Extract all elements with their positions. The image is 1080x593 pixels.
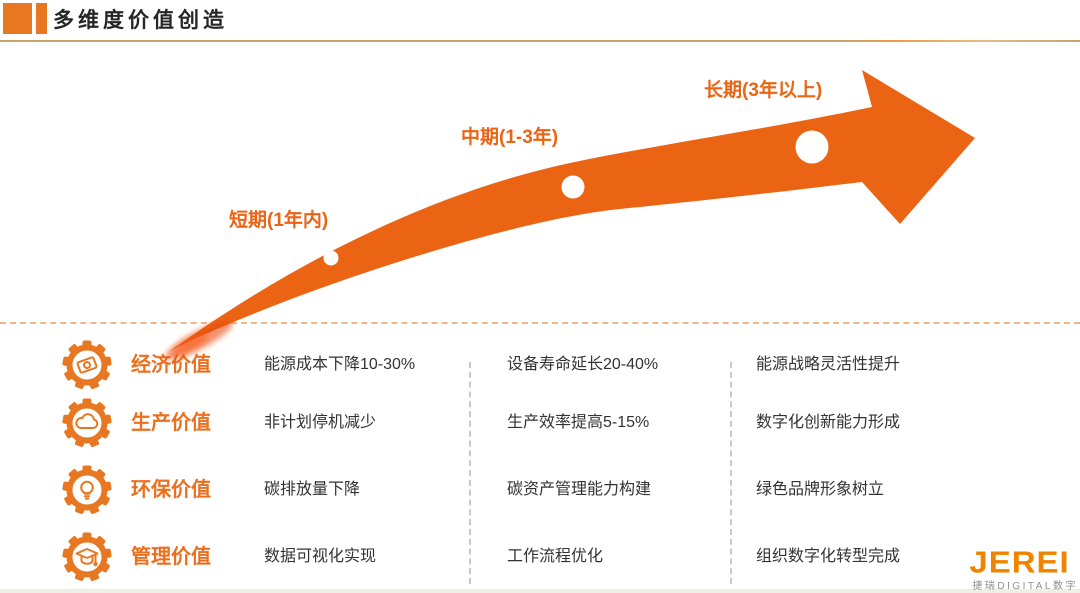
graduation-cap-gear-icon bbox=[61, 531, 113, 583]
value-row-economic: 经济价值 能源成本下降10-30% 设备寿命延长20-40% 能源战略灵活性提升 bbox=[0, 339, 1080, 391]
value-cell: 数字化创新能力形成 bbox=[756, 414, 901, 431]
value-cell: 能源成本下降10-30% bbox=[264, 356, 416, 373]
stage-label-long-term: 长期(3年以上) bbox=[704, 80, 823, 101]
cloud-gear-icon bbox=[61, 397, 113, 449]
milestone-dot-long bbox=[795, 130, 829, 164]
value-row-label: 生产价值 bbox=[131, 412, 211, 434]
value-cell: 工作流程优化 bbox=[507, 548, 604, 565]
money-gear-icon bbox=[61, 339, 113, 391]
milestone-dot-short bbox=[323, 250, 339, 266]
value-row-management: 管理价值 数据可视化实现 工作流程优化 组织数字化转型完成 bbox=[0, 531, 1080, 583]
title-accent-bar-small bbox=[36, 3, 47, 34]
value-cell: 绿色品牌形象树立 bbox=[756, 481, 885, 498]
milestone-dot-mid bbox=[561, 175, 585, 199]
horizontal-dashed-divider bbox=[0, 322, 1080, 324]
value-cell: 设备寿命延长20-40% bbox=[507, 356, 659, 373]
value-cell: 碳资产管理能力构建 bbox=[507, 481, 652, 498]
value-cell: 能源战略灵活性提升 bbox=[756, 356, 901, 373]
header-divider bbox=[0, 40, 1080, 42]
value-row-label: 管理价值 bbox=[131, 546, 211, 568]
value-cell: 组织数字化转型完成 bbox=[756, 548, 901, 565]
value-cell: 碳排放量下降 bbox=[264, 481, 361, 498]
vertical-dashed-divider-1 bbox=[469, 362, 471, 584]
jerei-logo: JEREI 捷瑞DIGITAL数字 bbox=[969, 546, 1078, 592]
jerei-logo-subtext: 捷瑞DIGITAL数字 bbox=[972, 581, 1078, 592]
value-row-label: 经济价值 bbox=[131, 354, 211, 376]
stage-label-short-term: 短期(1年内) bbox=[229, 210, 329, 231]
page-title: 多维度价值创造 bbox=[53, 9, 228, 32]
value-cell: 非计划停机减少 bbox=[264, 414, 377, 431]
value-cell: 数据可视化实现 bbox=[264, 548, 377, 565]
value-row-label: 环保价值 bbox=[131, 479, 211, 501]
value-cell: 生产效率提高5-15% bbox=[507, 414, 650, 431]
lightbulb-gear-icon bbox=[61, 464, 113, 516]
stage-label-mid-term: 中期(1-3年) bbox=[461, 127, 559, 148]
value-row-environmental: 环保价值 碳排放量下降 碳资产管理能力构建 绿色品牌形象树立 bbox=[0, 464, 1080, 516]
vertical-dashed-divider-2 bbox=[730, 362, 732, 584]
value-row-production: 生产价值 非计划停机减少 生产效率提高5-15% 数字化创新能力形成 bbox=[0, 397, 1080, 449]
jerei-wordmark: JEREI bbox=[969, 544, 1070, 579]
slide-bottom-strip bbox=[0, 589, 1080, 593]
title-accent-bar-large bbox=[3, 3, 32, 34]
